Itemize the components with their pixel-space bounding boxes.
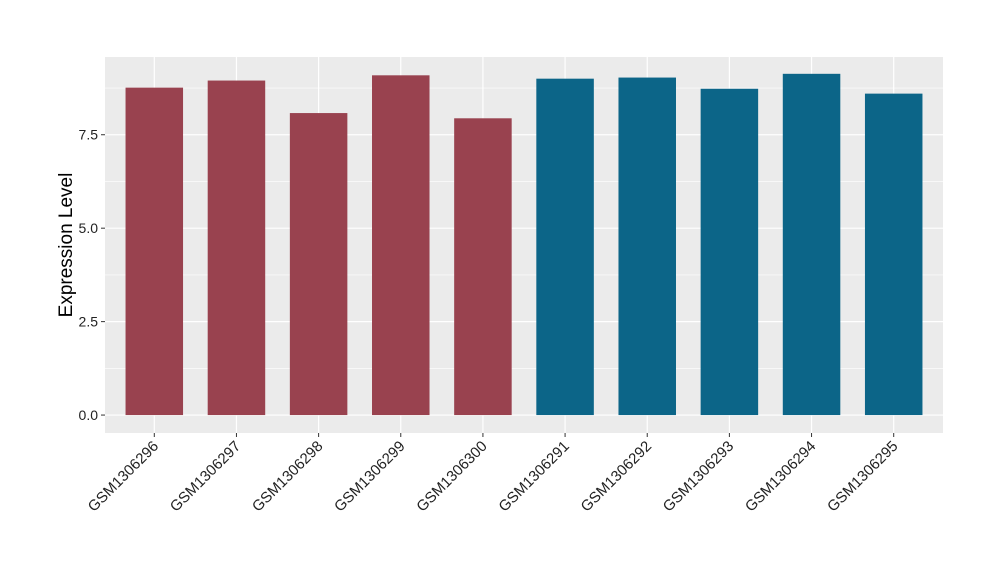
- x-tick-label: GSM1306293: [660, 438, 737, 515]
- y-tick-label: 0.0: [79, 407, 99, 423]
- bar: [864, 93, 923, 416]
- x-tick-label: GSM1306300: [413, 438, 490, 515]
- bar: [289, 113, 348, 416]
- x-tick-label: GSM1306295: [824, 438, 901, 515]
- x-tick-label: GSM1306299: [331, 438, 408, 515]
- bar: [454, 118, 512, 416]
- x-tick-label: GSM1306297: [167, 438, 244, 515]
- bar: [207, 80, 266, 416]
- x-tick-label: GSM1306296: [85, 438, 162, 515]
- bar: [618, 77, 676, 416]
- y-axis: 0.0 2.5 5.0 7.5: [79, 127, 105, 423]
- x-axis: GSM1306296 GSM1306297 GSM1306298 GSM1306299…: [85, 433, 902, 515]
- y-tick-label: 7.5: [79, 127, 99, 143]
- bar: [536, 78, 594, 416]
- x-tick-label: GSM1306292: [578, 438, 655, 515]
- y-axis-title: Expression Level: [56, 173, 77, 318]
- x-tick-label: GSM1306298: [249, 438, 326, 515]
- y-tick-label: 2.5: [79, 314, 99, 330]
- bar: [372, 75, 430, 416]
- x-tick-label: GSM1306294: [742, 438, 819, 515]
- x-tick-label: GSM1306291: [495, 438, 572, 515]
- bar: [700, 88, 759, 416]
- bar: [125, 87, 184, 416]
- bars: [125, 73, 923, 416]
- y-tick-label: 5.0: [79, 220, 99, 236]
- bar: [782, 73, 841, 416]
